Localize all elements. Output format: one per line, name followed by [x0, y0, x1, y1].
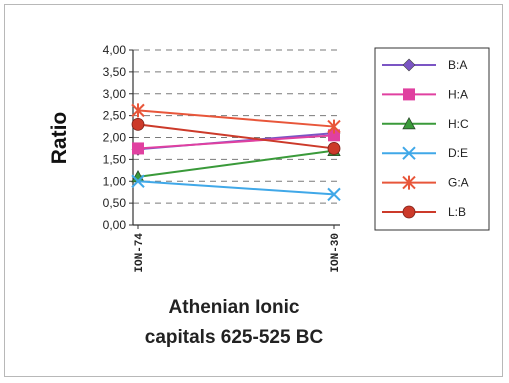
series-line-d-e	[137, 180, 335, 196]
point-d-e-ion-74	[131, 174, 145, 188]
x-axis-title-line2: capitals 625-525 BC	[145, 327, 324, 348]
legend-box	[374, 47, 490, 231]
legend-label-d-e: D:E	[448, 146, 468, 160]
x-tick-label: ION-30	[330, 233, 342, 273]
point-g-a-ion-30	[327, 119, 341, 134]
legend-marker-h-c	[402, 116, 416, 130]
point-l-b-ion-74	[131, 117, 145, 131]
legend-label-h-c: H:C	[448, 117, 469, 131]
y-tick-label: 1,00	[103, 174, 127, 188]
x-axis-title-line1: Athenian Ionic	[169, 297, 300, 318]
point-h-a-ion-30	[328, 129, 340, 142]
legend-label-g-a: G:A	[448, 176, 469, 190]
legend-marker-g-a	[402, 175, 416, 190]
y-tick-label: 3,00	[103, 87, 127, 101]
x-tick-label: ION-74	[134, 233, 146, 273]
legend-marker-h-a	[403, 88, 415, 101]
series-line-h-c	[137, 149, 335, 178]
legend-marker-l-b	[402, 205, 416, 219]
legend-marker-d-e	[402, 146, 416, 160]
point-g-a-ion-74	[131, 103, 145, 118]
y-tick-label: 2,50	[103, 109, 127, 123]
point-h-a-ion-74	[132, 142, 144, 155]
y-tick-label: 0,00	[103, 218, 127, 232]
legend-label-h-a: H:A	[448, 87, 468, 101]
y-tick-label: 2,00	[103, 131, 127, 145]
series-line-g-a	[137, 109, 335, 128]
y-tick-label: 1,50	[103, 152, 127, 166]
series-line-h-a	[137, 134, 335, 150]
y-axis-title: Ratio	[48, 112, 71, 165]
point-d-e-ion-30	[327, 187, 341, 202]
y-tick-label: 3,50	[103, 65, 127, 79]
legend-label-l-b: L:B	[448, 205, 466, 219]
legend-marker-b-a	[402, 58, 416, 72]
y-tick-label: 0,50	[103, 196, 127, 210]
series-line-l-b	[137, 123, 335, 150]
point-l-b-ion-30	[327, 142, 341, 155]
legend-label-b-a: B:A	[448, 58, 467, 72]
y-tick-label: 4,00	[103, 43, 127, 57]
